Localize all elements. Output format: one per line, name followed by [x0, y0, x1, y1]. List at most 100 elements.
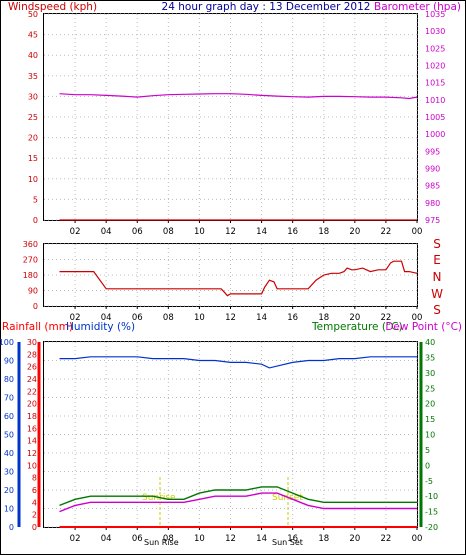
barometer-tick-label: 1010: [425, 96, 445, 105]
x-tick-label: 14: [256, 534, 267, 544]
direction-tick-label: 270: [23, 256, 38, 265]
direction-tick-label: 0: [33, 302, 38, 311]
humidity-tick-label: 0: [9, 523, 14, 532]
x-tick-label: 04: [101, 534, 112, 544]
x-tick-label: 06: [132, 534, 143, 544]
rainfall-tick-label: 14: [27, 437, 37, 446]
series-layer: [59, 93, 418, 528]
rainfall-tick-label: 2: [32, 511, 37, 520]
x-tick-label: 22: [381, 534, 392, 544]
windspeed-tick-label: 30: [28, 92, 38, 101]
temperature-tick-label: 30: [425, 369, 435, 378]
temperature-series: [59, 486, 417, 507]
axis-layer: 02 04 06 08 10 12 14 16 18 20 22 000510152025303540…: [0, 10, 445, 544]
x-tick-label: 08: [163, 534, 174, 544]
x-tick-label: 00: [412, 534, 423, 544]
barometer-tick-label: 1005: [425, 113, 445, 122]
x-tick-label: 10: [194, 227, 205, 237]
barometer-tick-label: 980: [425, 199, 440, 208]
dewpoint-series: [59, 492, 417, 513]
humidity-tick-label: 40: [4, 449, 14, 458]
temperature-tick-label: -5: [425, 477, 433, 486]
x-tick-label: 08: [163, 227, 174, 237]
humidity-tick-label: 90: [4, 357, 14, 366]
x-tick-label: 02: [70, 534, 81, 544]
barometer-tick-label: 1030: [425, 27, 445, 36]
direction-label: W: [431, 287, 443, 301]
rainfall-tick-label: 4: [32, 498, 37, 507]
x-tick-label: 00: [412, 227, 423, 237]
rainfall-tick-label: 18: [27, 412, 37, 421]
barometer-tick-label: 975: [425, 216, 440, 225]
barometer-axis-label: Barometer (hpa): [374, 1, 461, 13]
sunrise-time-label: Sun Rise: [144, 538, 179, 547]
x-tick-label: 20: [349, 313, 360, 323]
windspeed-tick-label: 0: [33, 216, 38, 225]
temperature-tick-label: 40: [425, 338, 435, 347]
windspeed-tick-label: 15: [28, 154, 38, 163]
x-tick-label: 14: [256, 313, 267, 323]
x-tick-label: 00: [412, 313, 423, 323]
temperature-tick-label: 25: [425, 384, 435, 393]
barometer-tick-label: 985: [425, 182, 440, 191]
x-tick-label: 20: [349, 227, 360, 237]
windspeed-tick-label: 40: [28, 51, 38, 60]
humidity-tick-label: 80: [4, 375, 14, 384]
barometer-tick-label: 1025: [425, 44, 445, 53]
temperature-tick-label: 10: [425, 431, 435, 440]
rainfall-tick-label: 12: [27, 449, 37, 458]
direction-tick-label: 90: [28, 287, 38, 296]
temperature-tick-label: 0: [425, 461, 430, 470]
rainfall-tick-label: 16: [27, 424, 37, 433]
rainfall-tick-label: 20: [27, 400, 37, 409]
barometer-series: [59, 93, 418, 100]
x-tick-label: 16: [287, 227, 298, 237]
rainfall-tick-label: 6: [32, 486, 37, 495]
humidity-tick-label: 100: [0, 338, 14, 347]
x-tick-label: 04: [101, 227, 112, 237]
windspeed-tick-label: 45: [28, 31, 38, 40]
barometer-tick-label: 1000: [425, 130, 445, 139]
barometer-tick-label: 1035: [425, 10, 445, 19]
rainfall-tick-label: 30: [27, 338, 37, 347]
grid-layer: [44, 13, 418, 528]
barometer-tick-label: 990: [425, 165, 440, 174]
x-tick-label: 10: [194, 313, 205, 323]
temperature-tick-label: 5: [425, 446, 430, 455]
x-tick-label: 22: [381, 313, 392, 323]
temperature-tick-label: 15: [425, 415, 435, 424]
x-tick-label: 16: [287, 313, 298, 323]
windspeed-tick-label: 25: [28, 113, 38, 122]
humidity-tick-label: 30: [4, 468, 14, 477]
x-tick-label: 18: [318, 313, 329, 323]
x-tick-label: 14: [256, 227, 267, 237]
wind-direction-series: [59, 260, 418, 297]
x-tick-label: 10: [194, 534, 205, 544]
rainfall-tick-label: 22: [27, 387, 37, 396]
windspeed-tick-label: 50: [28, 10, 38, 19]
humidity-tick-label: 70: [4, 394, 14, 403]
x-tick-label: 20: [349, 534, 360, 544]
direction-label: N: [433, 270, 442, 284]
x-tick-label: 12: [225, 227, 236, 237]
x-tick-label: 04: [101, 313, 112, 323]
sunset-time-label: Sun Set: [272, 538, 303, 547]
windspeed-axis-label: Windspeed (kph): [8, 1, 97, 13]
barometer-tick-label: 1015: [425, 79, 445, 88]
temperature-tick-label: 35: [425, 353, 435, 362]
rainfall-tick-label: 10: [27, 461, 37, 470]
x-tick-label: 22: [381, 227, 392, 237]
x-tick-label: 02: [70, 313, 81, 323]
humidity-tick-label: 60: [4, 412, 14, 421]
dewpoint-axis-label: Dew Point (°C): [385, 321, 462, 333]
temperature-tick-label: -20: [425, 523, 438, 532]
windspeed-tick-label: 10: [28, 175, 38, 184]
windspeed-tick-label: 5: [33, 195, 38, 204]
x-tick-label: 08: [163, 313, 174, 323]
direction-tick-label: 180: [23, 271, 38, 280]
rainfall-tick-label: 8: [32, 474, 37, 483]
humidity-tick-label: 10: [4, 505, 14, 514]
chart-title: 24 hour graph day : 13 December 2012: [162, 1, 371, 13]
